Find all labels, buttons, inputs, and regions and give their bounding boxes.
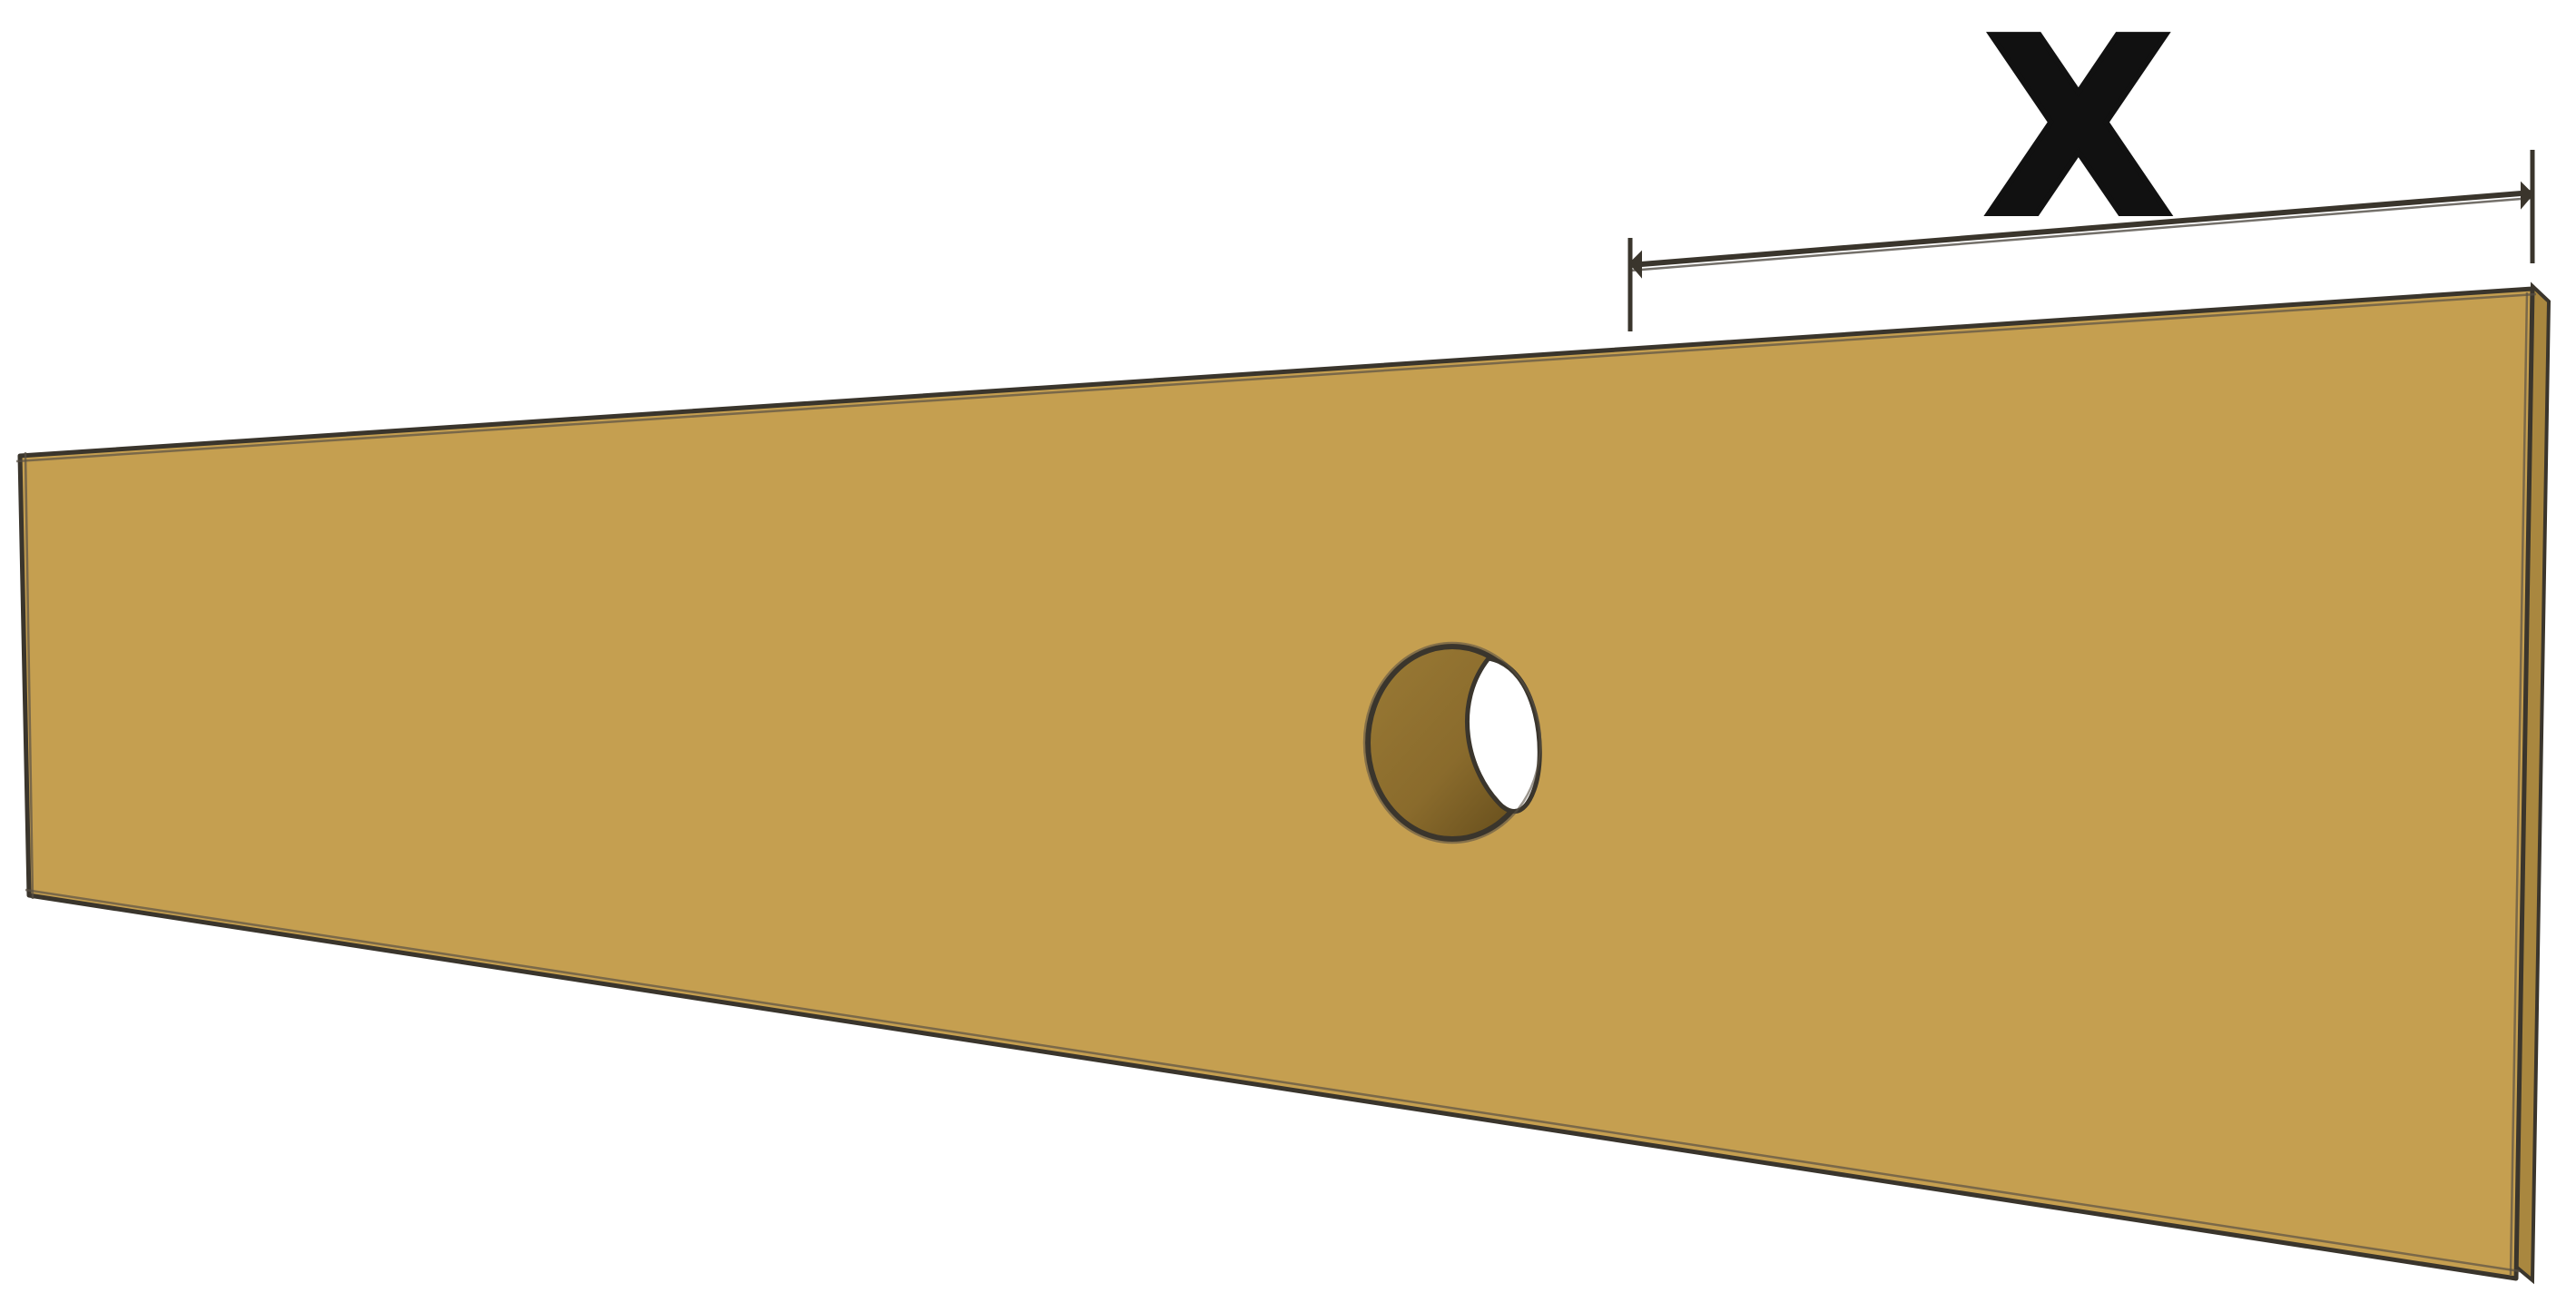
board-top-edge-sketch xyxy=(15,292,2537,463)
board-right-edge-sketch xyxy=(2509,291,2529,1276)
dimension-arrow-right xyxy=(2521,181,2534,210)
board-left-edge-sketch xyxy=(24,451,34,900)
board-bottom-edge-sketch xyxy=(25,888,2521,1273)
dimension-line xyxy=(1627,150,2535,331)
dimension-label: X xyxy=(1984,0,2173,271)
board-face xyxy=(17,286,2535,1281)
bolt-hole xyxy=(1362,641,1542,844)
dimension-arrow-left xyxy=(1628,250,1642,279)
